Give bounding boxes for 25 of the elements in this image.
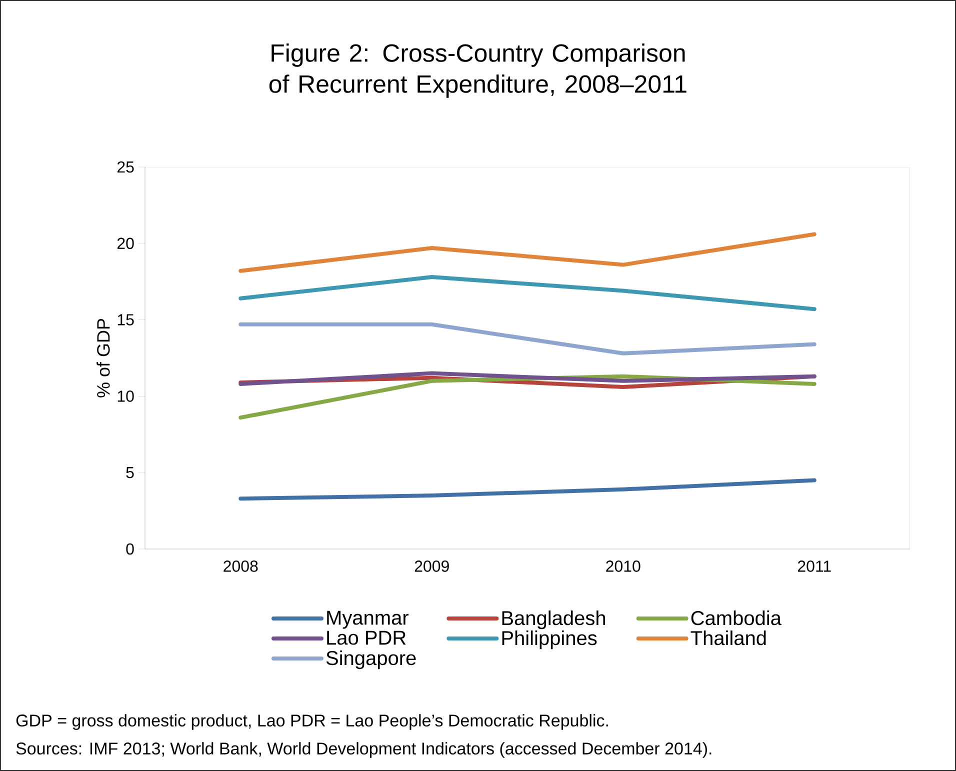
legend-label: Bangladesh bbox=[502, 610, 606, 630]
x-tick-label: 2008 bbox=[224, 560, 258, 572]
y-tick-label: 10 bbox=[118, 390, 134, 402]
y-tick-label: 20 bbox=[117, 238, 134, 250]
line-series bbox=[238, 371, 816, 386]
y-tick-label: 0 bbox=[126, 543, 134, 555]
chart-title: Figure 2: Cross-Country Comparison of Recurrent Expenditure, 2008–2011 bbox=[269, 44, 686, 98]
line-series bbox=[238, 478, 816, 501]
legend-label: Thailand bbox=[690, 630, 766, 646]
x-tick-label: 2011 bbox=[798, 560, 831, 572]
y-tick-label: 5 bbox=[126, 467, 134, 478]
x-tick-label: 2010 bbox=[606, 560, 640, 572]
source-note: Sources: IMF 2013; World Bank, World Development Indicators (accessed December 2014). bbox=[16, 742, 712, 758]
legend-label: Cambodia bbox=[691, 610, 782, 626]
line-series bbox=[238, 232, 816, 273]
x-tick-label: 2009 bbox=[414, 560, 449, 572]
y-tick-label: 15 bbox=[118, 314, 134, 326]
y-tick-label: 25 bbox=[117, 161, 134, 173]
y-axis-title: % of GDP bbox=[96, 318, 110, 398]
legend-label: Lao PDR bbox=[327, 630, 406, 645]
text: GDP = gross domestic product, Lao PDR = Lao People’s Democratic Republic. bbox=[16, 714, 608, 730]
legend-label: Philippines bbox=[502, 630, 597, 650]
legend-label: Myanmar bbox=[327, 610, 409, 629]
line-series bbox=[238, 275, 816, 312]
legend-label: Singapore bbox=[326, 650, 416, 670]
